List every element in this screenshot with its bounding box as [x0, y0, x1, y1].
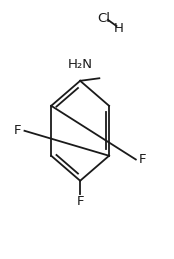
Text: H: H [114, 22, 124, 35]
Text: H₂N: H₂N [68, 58, 93, 71]
Text: F: F [139, 153, 146, 166]
Text: F: F [14, 124, 21, 137]
Text: F: F [76, 195, 84, 208]
Text: Cl: Cl [98, 12, 111, 25]
